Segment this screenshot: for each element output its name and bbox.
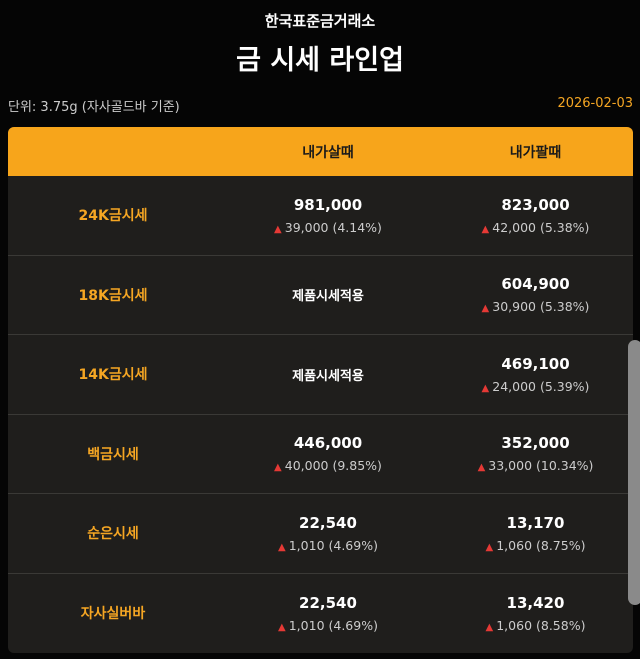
scrollbar-thumb[interactable] — [628, 340, 640, 605]
sell-change: 30,900 (5.38%) — [492, 299, 590, 315]
product-price-note: 제품시세적용 — [292, 289, 364, 305]
up-arrow-icon: ▲ — [481, 223, 490, 235]
buy-cell: 981,000 ▲ 39,000 (4.14%) — [218, 196, 438, 235]
sell-change: 24,000 (5.39%) — [492, 378, 590, 394]
up-arrow-icon: ▲ — [278, 541, 286, 553]
row-label: 자사실버바 — [80, 606, 146, 623]
sell-cell: 823,000 ▲ 42,000 (5.38%) — [438, 196, 633, 235]
buy-change: 1,010 (4.69%) — [288, 617, 378, 633]
table-row: 순은시세 22,540 ▲ 1,010 (4.69%) 13,170 ▲ 1,060 (8.… — [8, 494, 633, 574]
table-row: 18K금시세 제품시세적용 604,900 ▲ 30,900 (5.38%) — [8, 256, 633, 335]
up-arrow-icon: ▲ — [278, 621, 286, 633]
sell-cell: 469,100 ▲ 24,000 (5.39%) — [438, 355, 633, 394]
up-arrow-icon: ▲ — [477, 462, 486, 474]
sell-price: 352,000 — [501, 434, 570, 453]
up-arrow-icon: ▲ — [485, 621, 494, 633]
buy-change: 39,000 (4.14%) — [284, 219, 382, 235]
column-header-sell: 내가팔때 — [509, 144, 562, 161]
table-header: 내가살때 내가팔때 — [8, 127, 633, 176]
up-arrow-icon: ▲ — [481, 382, 490, 394]
sell-change: 1,060 (8.58%) — [496, 617, 586, 633]
row-label: 순은시세 — [87, 526, 139, 543]
sell-price: 13,420 — [506, 593, 565, 612]
buy-cell: 22,540 ▲ 1,010 (4.69%) — [218, 594, 438, 633]
table-row: 14K금시세 제품시세적용 469,100 ▲ 24,000 (5.39%) — [8, 335, 633, 415]
sell-cell: 13,420 ▲ 1,060 (8.58%) — [438, 594, 633, 633]
sell-change: 1,060 (8.75%) — [496, 537, 586, 553]
row-label: 백금시세 — [87, 446, 139, 463]
buy-cell: 제품시세적용 — [218, 285, 438, 304]
sell-price: 823,000 — [501, 195, 570, 214]
date-label: 2026-02-03 — [557, 96, 633, 111]
buy-cell: 22,540 ▲ 1,010 (4.69%) — [218, 514, 438, 553]
table-row: 백금시세 446,000 ▲ 40,000 (9.85%) 352,000 ▲ 33,000… — [8, 415, 633, 494]
row-label: 14K금시세 — [78, 367, 148, 384]
buy-price: 981,000 — [293, 195, 363, 214]
buy-change: 1,010 (4.69%) — [288, 537, 378, 553]
sell-price: 13,170 — [506, 513, 565, 532]
buy-price: 22,540 — [299, 513, 357, 532]
sell-change: 33,000 (10.34%) — [488, 458, 594, 474]
sell-cell: 13,170 ▲ 1,060 (8.75%) — [438, 514, 633, 553]
up-arrow-icon: ▲ — [485, 541, 494, 553]
up-arrow-icon: ▲ — [274, 462, 282, 474]
up-arrow-icon: ▲ — [481, 303, 490, 315]
table-row: 자사실버바 22,540 ▲ 1,010 (4.69%) 13,420 ▲ 1,060 (8… — [8, 574, 633, 654]
product-price-note: 제품시세적용 — [292, 368, 364, 384]
buy-cell: 제품시세적용 — [218, 365, 438, 384]
price-table: 내가살때 내가팔때 24K금시세 981,000 ▲ 39,000 (4.14%) 82… — [8, 127, 633, 653]
sell-cell: 352,000 ▲ 33,000 (10.34%) — [438, 434, 633, 473]
org-name: 한국표준금거래소 — [264, 12, 376, 30]
sell-change: 42,000 (5.38%) — [492, 219, 590, 235]
up-arrow-icon: ▲ — [274, 223, 282, 235]
row-label: 18K금시세 — [78, 287, 148, 304]
sell-price: 604,900 — [501, 275, 570, 294]
unit-label: 단위: 3.75g (자사골드바 기준) — [8, 100, 180, 115]
buy-cell: 446,000 ▲ 40,000 (9.85%) — [218, 434, 438, 473]
sell-cell: 604,900 ▲ 30,900 (5.38%) — [438, 275, 633, 314]
column-header-buy: 내가살때 — [302, 144, 354, 161]
buy-change: 40,000 (9.85%) — [284, 458, 382, 474]
buy-price: 22,540 — [299, 593, 357, 612]
sell-price: 469,100 — [501, 354, 570, 373]
table-row: 24K금시세 981,000 ▲ 39,000 (4.14%) 823,000 ▲ 42,0… — [8, 176, 633, 256]
page-title: 금 시세 라인업 — [236, 45, 404, 76]
row-label: 24K금시세 — [78, 208, 148, 225]
buy-price: 446,000 — [293, 434, 363, 453]
